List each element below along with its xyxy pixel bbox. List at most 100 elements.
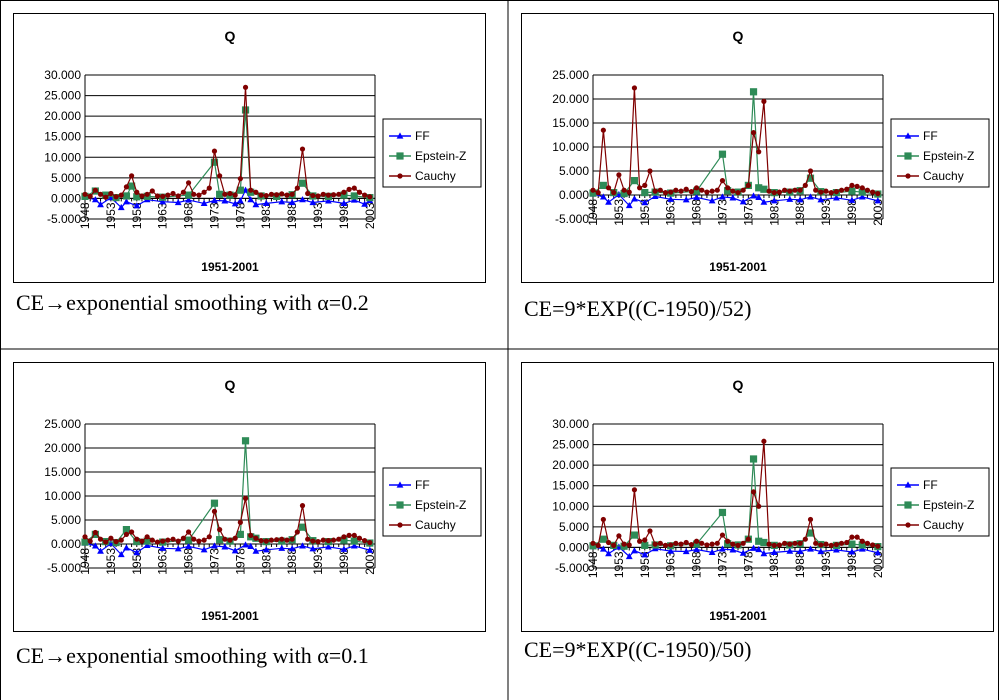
data-point [279,536,285,542]
data-point [719,532,726,538]
data-point [289,536,295,542]
data-point [787,188,793,194]
data-point [858,545,866,552]
y-tick-label: 20.000 [552,92,589,106]
data-point [263,192,269,199]
data-point [838,187,845,193]
data-point [184,191,193,199]
data-point [236,186,244,194]
data-point [637,185,643,191]
data-point [708,197,716,204]
data-point [807,193,814,200]
data-point [595,190,601,196]
data-point [330,192,337,198]
y-tick-label: 30.000 [44,68,81,82]
data-point [309,198,317,206]
x-tick-label: 1978 [741,199,755,226]
data-point [284,537,290,543]
legend: FF Epstein-Z Cauchy [890,467,990,537]
data-point [91,196,99,203]
data-point [735,542,741,548]
y-tick-label: 10.000 [552,140,589,154]
y-tick-label: -5.000 [555,212,589,226]
data-point [854,534,860,540]
cell-top-right: Q -5.000 0.000 5.000 10.000 15.000 20.000 25.00… [508,0,999,349]
data-point [766,541,772,547]
x-tick-label: 1993 [819,551,833,578]
data-point [221,197,229,204]
data-point [236,530,244,538]
data-point [818,189,824,195]
data-point [600,516,606,523]
data-point [599,535,607,543]
x-tick-label: 1963 [664,199,678,226]
legend-label: Cauchy [415,518,456,532]
data-point [159,544,167,551]
data-point [288,198,296,206]
data-point [673,540,679,546]
data-point [248,532,254,538]
chart-top-left: Q -5.000 0.000 5.000 10.000 15.000 20.000 25.00… [13,13,486,283]
data-point [693,193,700,200]
data-point [309,545,317,552]
data-point [123,198,130,205]
data-point [673,187,679,193]
data-point [170,190,176,197]
data-point [699,187,705,193]
data-point [859,538,865,544]
data-point [647,168,653,174]
x-tick-label: 1958 [130,548,144,575]
data-point [284,192,290,198]
data-point [637,538,643,544]
legend-marker [396,501,404,509]
data-point [305,536,311,542]
data-point [139,193,145,199]
data-point [874,549,882,556]
data-point [652,188,658,194]
legend-label: Cauchy [415,169,456,183]
data-point [797,540,803,546]
data-point [682,196,690,203]
data-point [305,190,311,197]
data-point [750,192,757,199]
legend-marker [396,132,404,139]
x-tick-label: 1988 [285,202,299,229]
data-point [725,185,731,191]
data-point [133,202,141,209]
chart-caption: CE=9*EXP((C-1950)/50) [524,637,752,662]
data-point [258,192,264,198]
data-point [289,191,295,197]
data-point [760,538,768,547]
data-point [729,194,737,201]
legend-label: Epstein-Z [923,149,974,163]
data-point [620,189,628,198]
data-point [642,182,648,188]
data-point [647,528,653,534]
x-tick-label: 1983 [767,551,781,578]
data-point [118,537,124,543]
data-point [175,538,181,544]
data-point [589,189,597,197]
data-point [678,188,684,194]
data-point [668,542,674,548]
data-point [745,536,751,542]
series-ff [81,539,374,558]
data-point [362,192,368,198]
x-tick-label: 1983 [259,548,273,575]
x-tick-label: 1988 [793,551,807,578]
x-tick-label: 1958 [130,202,144,229]
data-point [844,186,850,192]
data-point [274,537,280,543]
data-point [108,190,114,197]
data-point [858,193,866,200]
data-point [320,191,326,197]
x-tick-label: 1973 [207,548,221,575]
x-axis-label: 1951-2001 [709,609,767,623]
data-point [745,182,751,188]
data-point [692,540,701,548]
data-point [662,542,669,548]
data-point [336,191,342,197]
data-point [641,541,649,549]
data-point [274,192,280,198]
chart-caption: CE→exponential smoothing with α=0.1 [16,643,369,668]
